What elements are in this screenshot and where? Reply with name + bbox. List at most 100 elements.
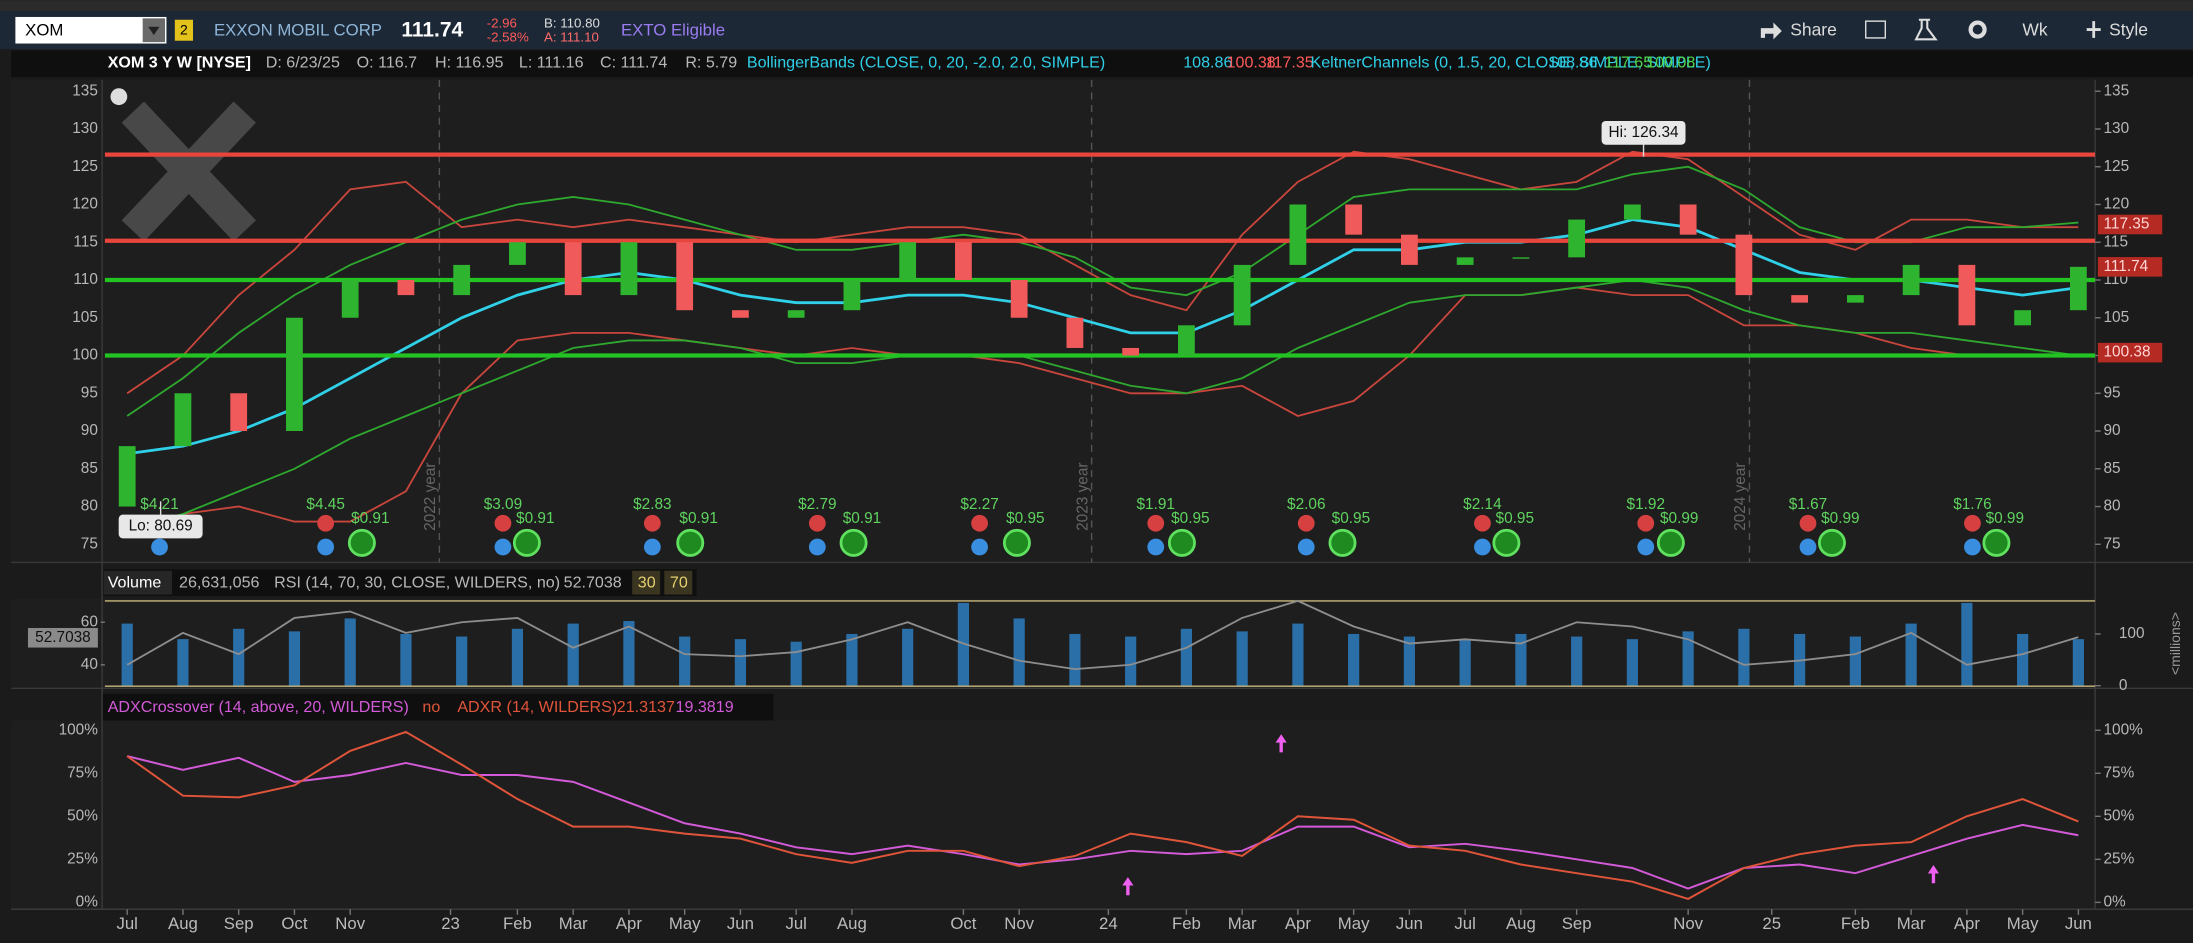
- earnings-label: $2.06: [1287, 496, 1325, 513]
- volume-bar: [1348, 633, 1360, 686]
- earnings-icon: [1147, 514, 1165, 532]
- year-label: 2023 year: [1074, 462, 1091, 530]
- adx-header: [102, 693, 774, 721]
- bollinger-value: 117.35: [1266, 53, 1314, 71]
- dividend-label: $0.91: [843, 510, 881, 527]
- info-icon: [1474, 538, 1491, 556]
- y-tick-label: 85: [81, 460, 98, 477]
- candle: [1345, 204, 1363, 235]
- y-tick-label: 75: [81, 535, 98, 552]
- volume-bar: [1626, 639, 1638, 686]
- rsi-marker-label: 52.7038: [35, 629, 91, 646]
- layout-icon[interactable]: [1865, 20, 1887, 39]
- symbol[interactable]: XOM: [25, 20, 63, 39]
- info-icon: [1799, 538, 1817, 556]
- x-tick-label: May: [1338, 914, 1370, 933]
- x-tick-label: Jul: [116, 914, 137, 933]
- settings-icon[interactable]: [1968, 20, 1987, 39]
- dividend-icon: [1167, 528, 1196, 557]
- earnings-label: $2.83: [633, 496, 671, 513]
- volume-title-box: [103, 570, 173, 595]
- volume-axis-label: <millions>: [2167, 612, 2183, 675]
- candle: [1456, 257, 1474, 265]
- overlay-line: [126, 165, 2079, 417]
- range-field: R: 5.79: [685, 53, 737, 71]
- earnings-label: $2.27: [960, 496, 998, 513]
- link-badge[interactable]: [174, 19, 194, 41]
- volume-bar: [1571, 636, 1583, 686]
- low-label: Lo: 80.69: [129, 518, 193, 535]
- adx-line: [126, 755, 2079, 890]
- y-tick-label: 0%: [76, 893, 99, 910]
- candle: [620, 242, 638, 296]
- dropdown-arrow: [148, 26, 160, 36]
- price-marker: [2097, 257, 2163, 277]
- x-tick-label: Mar: [1228, 914, 1257, 933]
- price-marker: [2097, 214, 2163, 235]
- rsi-value: 52.7038: [564, 574, 622, 592]
- info-icon: [643, 538, 661, 556]
- y-tick-label: 75%: [67, 764, 98, 781]
- price-marker-label: 100.38: [2103, 344, 2150, 361]
- candle: [1512, 257, 1530, 259]
- x-tick-label: Jun: [1396, 914, 1423, 933]
- rsi-bound-box: [664, 570, 693, 595]
- price-marker-label: 117.35: [2103, 216, 2149, 233]
- x-tick-label: Jul: [785, 914, 806, 933]
- alert-icon[interactable]: [110, 88, 128, 106]
- candle: [2069, 266, 2087, 311]
- volume-bar: [2017, 633, 2029, 686]
- candle: [1010, 279, 1028, 318]
- x-tick-label: Nov: [1673, 914, 1703, 933]
- share-button[interactable]: Share: [1790, 20, 1837, 40]
- volume-bar: [567, 623, 579, 686]
- earnings-icon: [1637, 514, 1655, 532]
- symbol-input[interactable]: [15, 16, 167, 44]
- volume-bar: [400, 633, 412, 686]
- style-button[interactable]: Style: [2109, 20, 2148, 40]
- link-number: 2: [180, 22, 188, 38]
- earnings-icon: [494, 514, 512, 532]
- candle: [1401, 234, 1418, 265]
- x-tick-label: Apr: [1954, 914, 1981, 933]
- candle: [1178, 325, 1195, 356]
- x-tick-label: Apr: [1285, 914, 1312, 933]
- candle: [843, 279, 861, 311]
- candle: [1066, 317, 1084, 348]
- candle: [174, 393, 192, 447]
- overlay-line: [126, 218, 2079, 456]
- x-tick-label: Aug: [1506, 914, 1536, 933]
- y-tick-label: 80: [2103, 498, 2120, 515]
- bollinger-value: 108.86: [1183, 53, 1232, 71]
- study-title: XOM 3 Y W [NYSE]: [108, 53, 251, 71]
- earnings-icon: [808, 514, 826, 532]
- share-icon[interactable]: [1760, 22, 1782, 40]
- overlay-line: [126, 286, 2079, 538]
- y-tick-label: 50%: [2103, 807, 2134, 824]
- candle: [286, 317, 303, 432]
- adxr-label: ADXR (14, WILDERS): [457, 698, 617, 716]
- rsi-bound-box: [632, 570, 661, 595]
- company-name: EXXON MOBIL CORP: [214, 20, 382, 39]
- exto-tag[interactable]: EXTO Eligible: [621, 20, 725, 39]
- volume-bar: [1013, 618, 1025, 686]
- overlay-line: [126, 279, 2079, 530]
- volume-bar: [846, 633, 858, 686]
- y-tick-label: 90: [2103, 422, 2120, 439]
- studies-icon[interactable]: [1914, 18, 1938, 41]
- x-tick-label: Jun: [727, 914, 754, 933]
- dividend-icon: [1328, 528, 1357, 557]
- style-icon[interactable]: [2086, 21, 2101, 38]
- keltner-value: 108.86: [1548, 53, 1597, 71]
- volume-bar: [456, 636, 468, 686]
- info-icon: [1964, 538, 1981, 556]
- y-tick-label: 115: [2103, 233, 2128, 250]
- info-icon: [317, 538, 335, 556]
- earnings-icon: [317, 514, 335, 532]
- y-tick-label: 105: [2103, 309, 2129, 326]
- info-icon: [1637, 538, 1655, 556]
- candle: [453, 264, 471, 296]
- timeframe-button[interactable]: Wk: [2022, 20, 2047, 40]
- y-tick-label: 130: [72, 120, 98, 137]
